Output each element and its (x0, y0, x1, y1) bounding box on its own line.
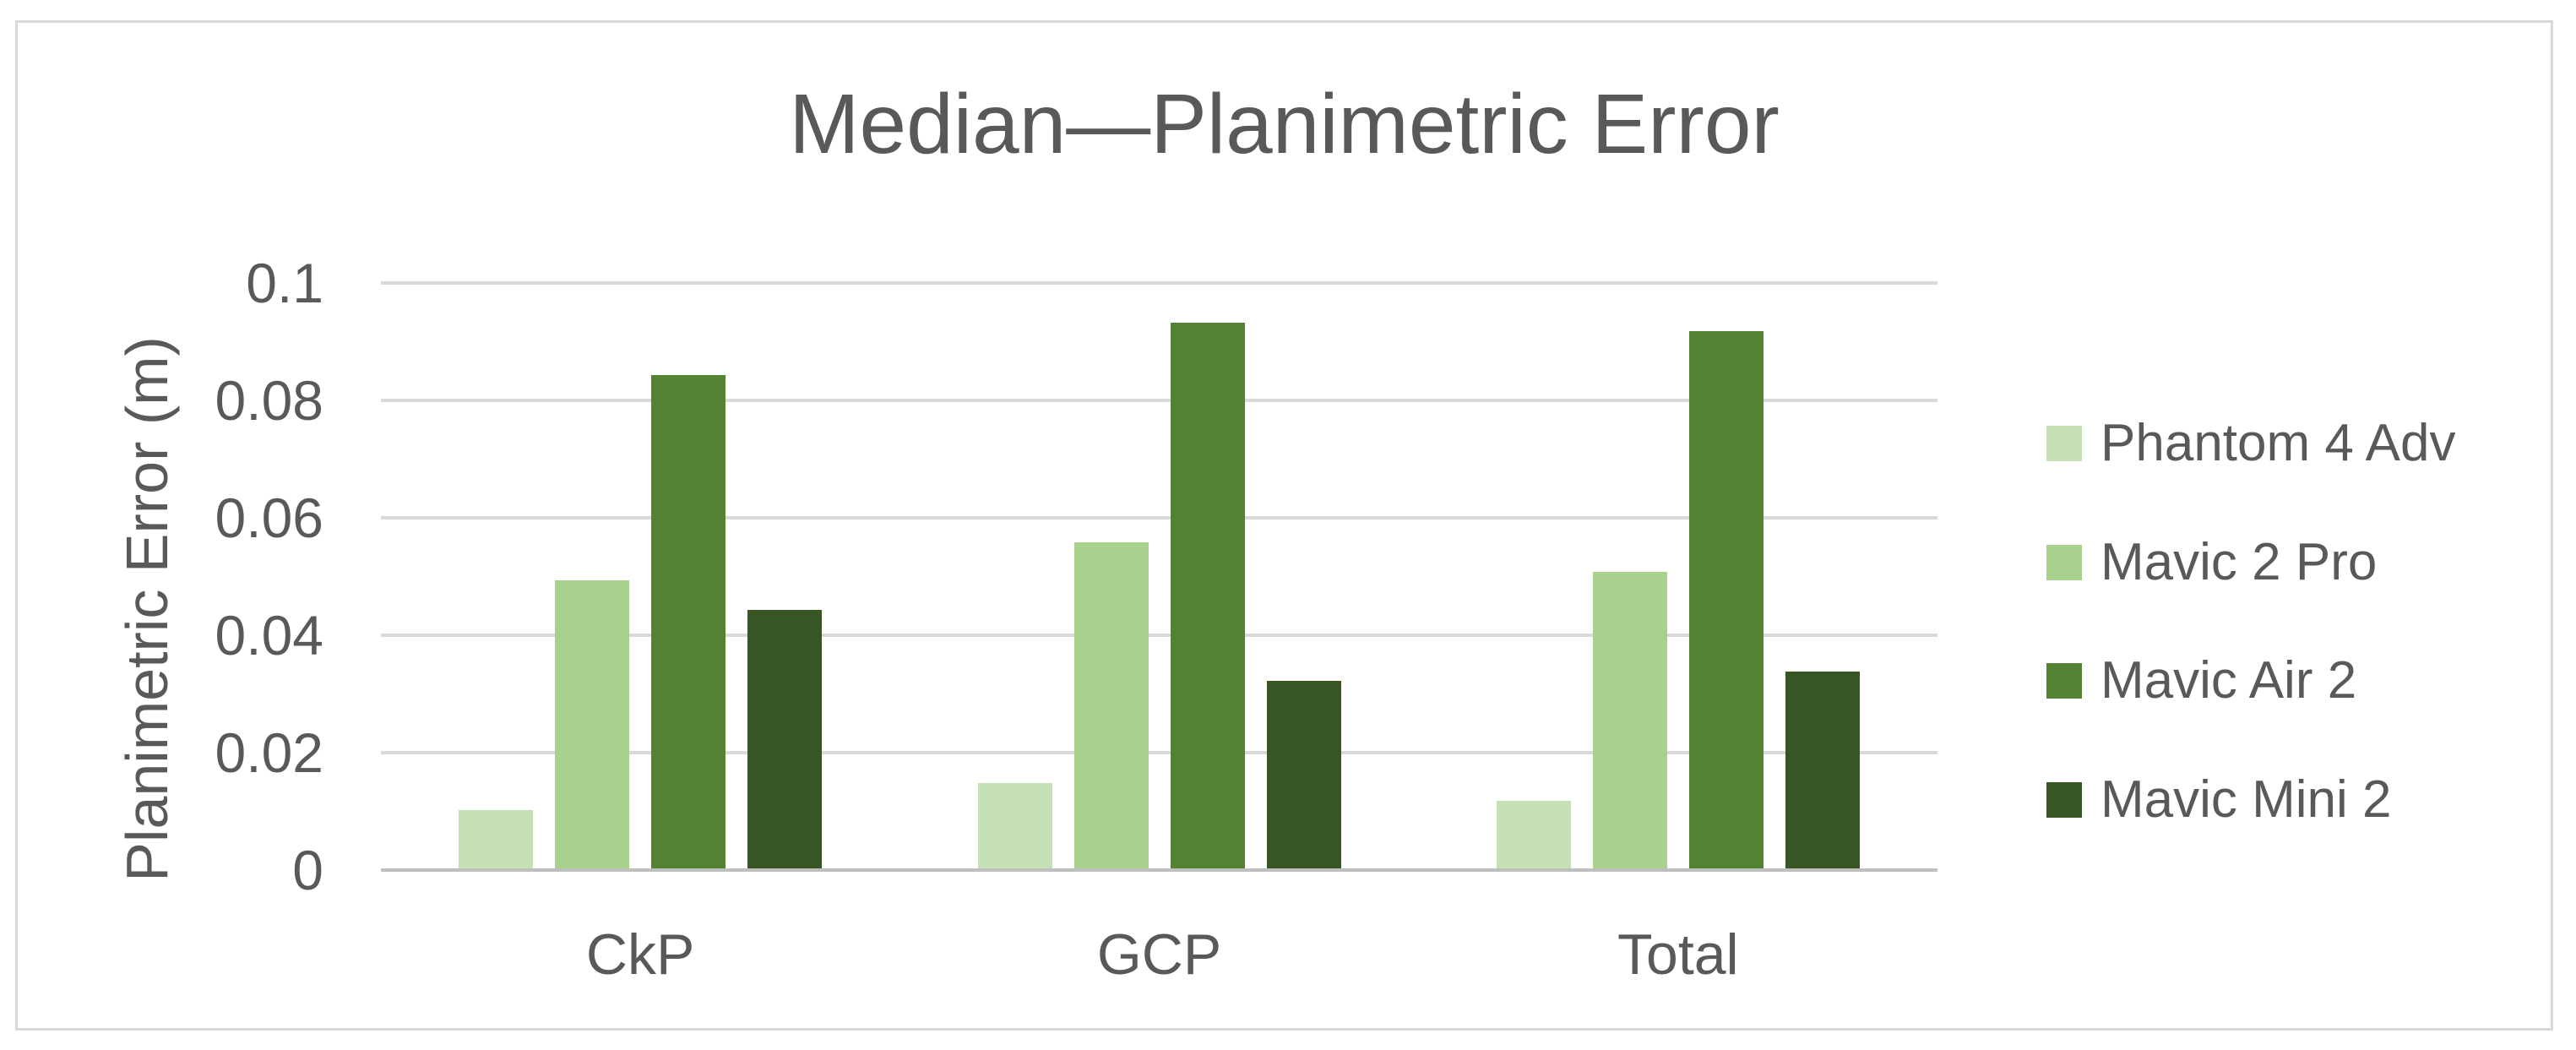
bar-mavic-2-pro-ckp (555, 580, 630, 868)
x-axis-line (381, 868, 1937, 872)
y-tick-label: 0.04 (215, 604, 323, 666)
legend-item-phantom-4-adv: Phantom 4 Adv (2046, 417, 2456, 470)
chart-frame: Median—Planimetric Error Planimetric Err… (15, 20, 2553, 1031)
y-tick-label: 0.08 (215, 369, 323, 432)
y-tick-label: 0 (292, 839, 323, 901)
gridline-0.1 (381, 281, 1937, 285)
y-tick-label: 0.02 (215, 721, 323, 784)
y-tick-label: 0.06 (215, 487, 323, 549)
legend-swatch (2046, 544, 2082, 580)
chart-title: Median—Planimetric Error (789, 77, 1780, 171)
x-category-label-gcp: GCP (1096, 922, 1222, 987)
legend-label: Mavic 2 Pro (2100, 532, 2378, 591)
bar-mavic-mini-2-gcp (1266, 680, 1341, 868)
gridline-0.04 (381, 634, 1937, 637)
bar-mavic-air-2-total (1688, 331, 1764, 868)
y-tick-label: 0.1 (246, 252, 323, 314)
legend-swatch (2046, 426, 2082, 461)
bar-phantom-4-adv-ckp (459, 809, 534, 868)
bar-mavic-2-pro-total (1592, 572, 1667, 868)
legend-label: Phantom 4 Adv (2100, 414, 2456, 472)
gridline-0.06 (381, 516, 1937, 520)
legend-item-mavic-air-2: Mavic Air 2 (2046, 655, 2356, 707)
bar-mavic-air-2-ckp (651, 375, 726, 868)
bar-mavic-air-2-gcp (1170, 322, 1245, 868)
legend-swatch (2046, 782, 2082, 819)
bar-mavic-2-pro-gcp (1073, 542, 1149, 868)
legend-item-mavic-mini-2: Mavic Mini 2 (2046, 774, 2392, 826)
gridline-0.08 (381, 399, 1937, 402)
plot-area (381, 281, 1937, 872)
bar-phantom-4-adv-total (1496, 801, 1571, 868)
x-category-label-ckp: CkP (585, 922, 695, 987)
gridline-0.02 (381, 751, 1937, 754)
bar-phantom-4-adv-gcp (977, 783, 1052, 868)
legend-label: Mavic Mini 2 (2100, 770, 2392, 830)
bar-mavic-mini-2-total (1785, 672, 1860, 868)
legend-swatch (2046, 663, 2082, 699)
x-category-label-total: Total (1617, 922, 1739, 987)
legend-label: Mavic Air 2 (2100, 651, 2357, 710)
legend-item-mavic-2-pro: Mavic 2 Pro (2046, 536, 2377, 589)
bar-mavic-mini-2-ckp (747, 610, 823, 868)
